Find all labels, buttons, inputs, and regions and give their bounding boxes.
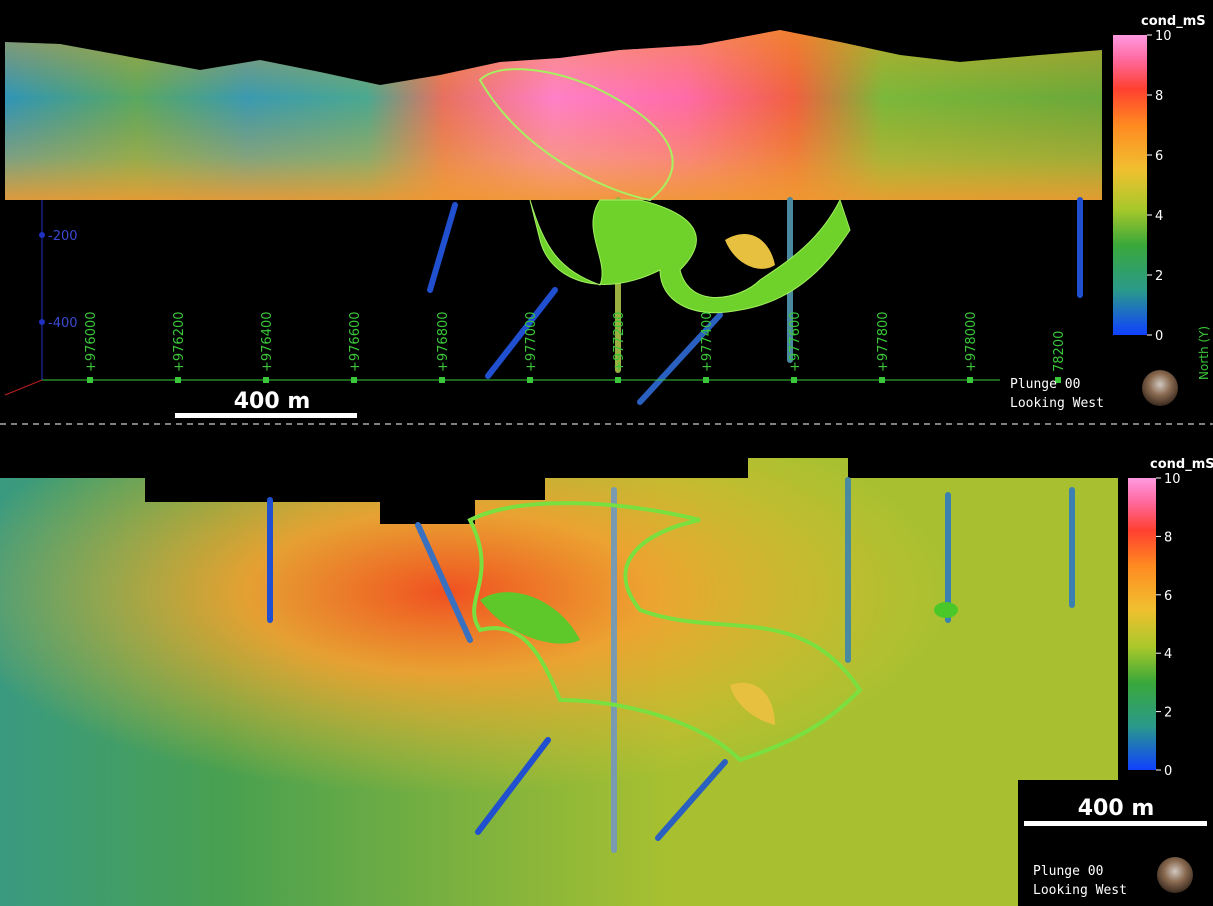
north-tick: [967, 377, 973, 383]
north-tick: [263, 377, 269, 383]
ore-shell: [529, 198, 851, 314]
north-tick: [175, 377, 181, 383]
colorbar-title: cond_mS: [1141, 14, 1206, 29]
colorbar-tick-label: 4: [1155, 209, 1163, 224]
colorbar-tick-label: 0: [1164, 764, 1172, 779]
colorbar-tick-label: 4: [1164, 647, 1172, 662]
axis-node: [39, 232, 45, 238]
north-tick: [527, 377, 533, 383]
axis-node: [39, 319, 45, 325]
scale-label: 400 m: [1078, 796, 1155, 821]
northing-label: +977000: [524, 311, 539, 372]
colorbar-title: cond_mS: [1150, 457, 1213, 472]
drillhole: [655, 759, 728, 841]
northing-label: +976600: [348, 311, 363, 372]
scale-bar: [175, 413, 357, 418]
north-tick: [879, 377, 885, 383]
drillhole: [637, 312, 723, 405]
lens: [725, 234, 775, 269]
colorbar-tick-label: 6: [1155, 149, 1163, 164]
north-tick: [703, 377, 709, 383]
drillhole: [427, 202, 458, 293]
section-shading: [5, 30, 1102, 200]
north-tick: [439, 377, 445, 383]
drillholes: [267, 477, 1075, 853]
colorbar-tick-label: 10: [1164, 472, 1181, 487]
compass[interactable]: [1157, 857, 1193, 893]
lens: [730, 682, 775, 725]
colorbar-tick-label: 0: [1155, 329, 1163, 344]
northing-labels: +976000 +976200 +976400 +976600 +976800 +9770…: [84, 311, 1067, 383]
ore-shell: [480, 592, 580, 644]
northing-label: +976200: [172, 311, 187, 372]
east-axis: [4, 379, 43, 396]
north-tick: [351, 377, 357, 383]
colorbar-tick-label: 6: [1164, 589, 1172, 604]
conductivity-high: [0, 458, 1118, 906]
northing-label: 78200: [1052, 331, 1067, 372]
northing-label: +977200: [612, 311, 627, 372]
north-tick: [87, 377, 93, 383]
colorbar: [1113, 35, 1147, 335]
colorbar-tick-label: 10: [1155, 29, 1172, 44]
view-direction: Looking West: [1033, 883, 1127, 898]
drillhole: [415, 522, 473, 643]
colorbar-tick-label: 8: [1164, 530, 1172, 545]
northing-label: +976000: [84, 311, 99, 372]
drillhole: [475, 737, 551, 835]
elevation-label: -200: [48, 229, 78, 244]
compass[interactable]: [1142, 370, 1178, 406]
colorbar-tick-label: 8: [1155, 89, 1163, 104]
northing-label: +977800: [876, 311, 891, 372]
northing-label: +977600: [788, 311, 803, 372]
elevation-label: -400: [48, 316, 78, 331]
ore-outline: [467, 501, 863, 763]
north-tick: [791, 377, 797, 383]
northing-label: +976400: [260, 311, 275, 372]
northing-label: +978000: [964, 311, 979, 372]
ore-outline: [478, 68, 674, 202]
drillhole: [485, 287, 558, 379]
axis-label: North (Y): [1197, 326, 1211, 380]
northing-label: +976800: [436, 311, 451, 372]
scale-label: 400 m: [234, 389, 311, 414]
plunge: Plunge 00: [1010, 377, 1080, 392]
north-tick: [615, 377, 621, 383]
northing-label: +977400: [700, 311, 715, 372]
scale-bar: [1024, 821, 1207, 826]
view-direction: Looking West: [1010, 396, 1104, 411]
colorbar-tick-label: 2: [1155, 269, 1163, 284]
ore-shell: [934, 602, 958, 618]
colorbar-tick-label: 2: [1164, 706, 1172, 721]
plunge: Plunge 00: [1033, 864, 1103, 879]
colorbar: [1128, 478, 1156, 770]
north-tick: [1055, 377, 1061, 383]
